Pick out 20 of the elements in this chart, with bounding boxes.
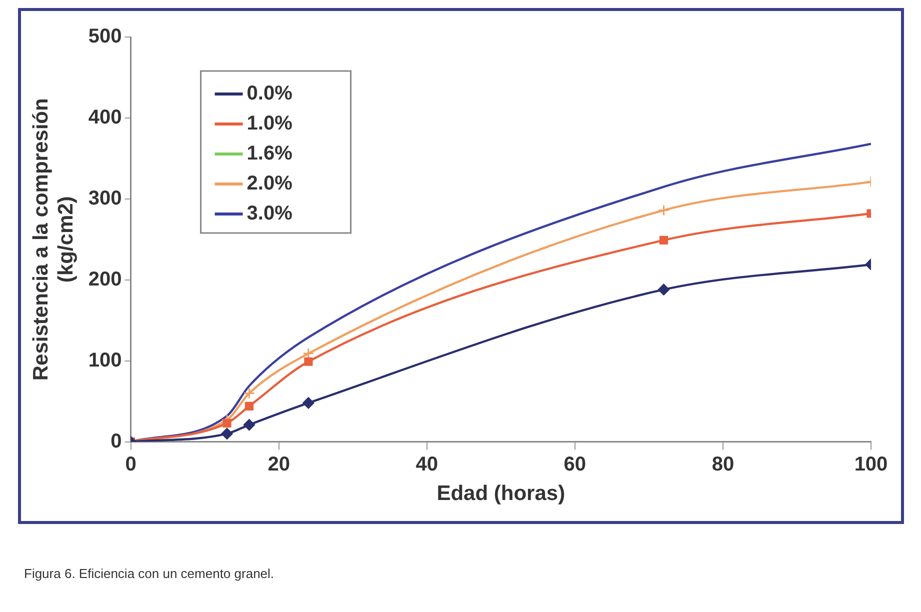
legend-label: 3.0% [246, 202, 293, 225]
x-tick-label: 60 [564, 453, 586, 476]
x-tick-label: 20 [268, 453, 290, 476]
x-tick-label: 80 [712, 453, 734, 476]
x-tick-label: 0 [125, 453, 136, 476]
y-axis-title: Resistencia a la compresión (kg/cm2) [29, 98, 78, 381]
x-tick-label: 40 [416, 453, 438, 476]
legend-label: 1.0% [246, 112, 293, 135]
y-tick-label: 500 [88, 26, 122, 48]
y-tick-label: 100 [88, 349, 122, 372]
x-axis-title: Edad (horas) [436, 482, 566, 506]
legend-label: 1.6% [246, 142, 293, 165]
legend-label: 0.0% [246, 82, 293, 105]
y-tick-label: 0 [110, 430, 122, 452]
y-tick-label: 400 [88, 106, 122, 128]
x-tick-label: 100 [854, 453, 888, 476]
y-tick-label: 200 [88, 268, 122, 290]
text: Figura 6. Eficiencia con un cemento granel. [24, 566, 274, 581]
y-tick-label: 300 [88, 187, 122, 210]
legend-label: 2.0% [246, 172, 293, 195]
